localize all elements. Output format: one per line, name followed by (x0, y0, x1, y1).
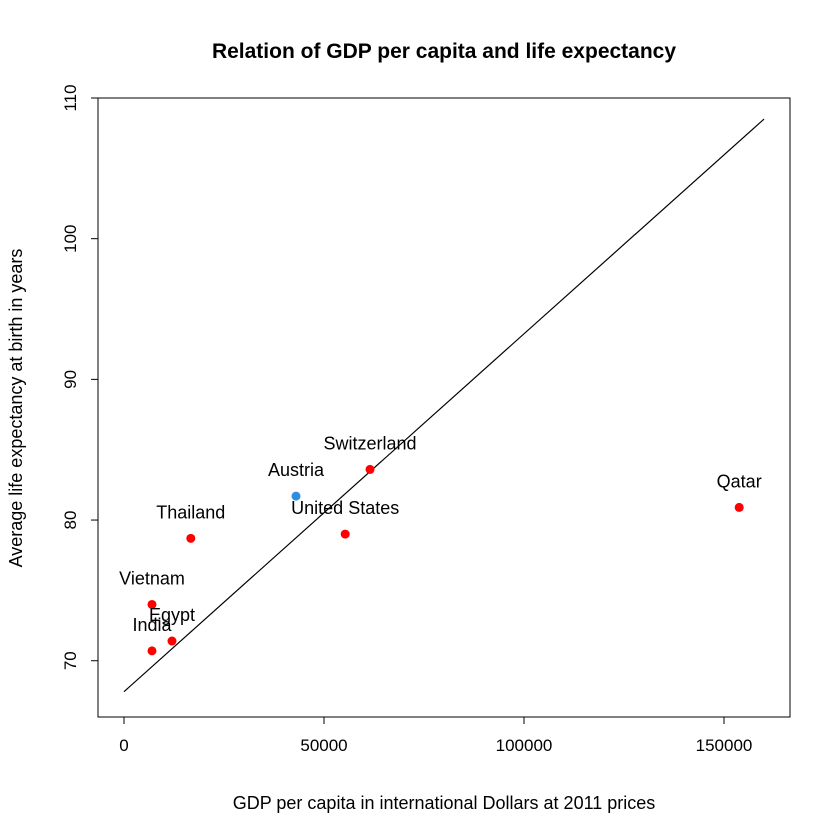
x-tick-label: 150000 (696, 736, 753, 755)
data-point (291, 491, 301, 501)
point-label: Qatar (717, 471, 762, 491)
y-axis-label: Average life expectancy at birth in year… (6, 249, 26, 568)
y-axis: 70 80 90 100 110 (61, 84, 99, 670)
point-label: India (132, 615, 172, 635)
x-axis-label: GDP per capita in international Dollars … (233, 793, 656, 813)
data-point (147, 646, 157, 656)
y-tick-label: 80 (61, 511, 80, 530)
data-point (340, 529, 350, 539)
point-label: Austria (268, 460, 325, 480)
x-tick-label: 100000 (496, 736, 553, 755)
chart-title: Relation of GDP per capita and life expe… (212, 40, 676, 63)
y-tick-label: 100 (61, 224, 80, 252)
point-label: Egypt (149, 605, 195, 625)
data-points (147, 464, 744, 656)
data-point (186, 533, 196, 543)
x-axis: 0 50000 100000 150000 (119, 716, 753, 755)
x-tick-label: 0 (119, 736, 128, 755)
data-point (734, 502, 744, 512)
y-tick-label: 90 (61, 370, 80, 389)
data-point (147, 599, 157, 609)
point-labels: Qatar Switzerland Austria United States Thai… (119, 433, 762, 634)
data-point (365, 464, 375, 474)
x-tick-label: 50000 (300, 736, 347, 755)
point-label: Switzerland (323, 433, 416, 453)
data-point (167, 636, 177, 646)
point-label: Thailand (156, 502, 225, 522)
point-label: Vietnam (119, 568, 185, 588)
y-tick-label: 70 (61, 651, 80, 670)
point-label: United States (291, 498, 399, 518)
y-tick-label: 110 (61, 84, 80, 111)
regression-line (123, 118, 765, 693)
plot-frame (97, 97, 791, 718)
